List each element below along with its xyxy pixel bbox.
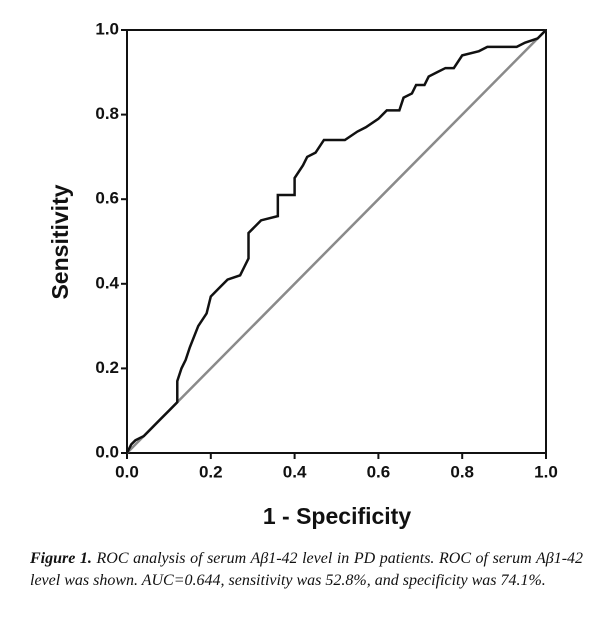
y-tick-label: 0.8 bbox=[95, 104, 119, 123]
y-tick-label: 0.6 bbox=[95, 189, 119, 208]
x-tick-label: 0.0 bbox=[115, 462, 139, 481]
x-tick-label: 0.8 bbox=[450, 462, 474, 481]
x-tick-label: 1.0 bbox=[534, 462, 558, 481]
roc-line bbox=[125, 29, 547, 454]
caption: Figure 1. ROC analysis of serum Aβ1-42 l… bbox=[30, 548, 583, 592]
y-tick-label: 1.0 bbox=[95, 19, 119, 38]
x-axis-title: 1 - Specificity bbox=[263, 503, 411, 529]
y-axis-title: Sensitivity bbox=[47, 184, 73, 299]
y-tick-label: 0.4 bbox=[95, 273, 119, 292]
x-tick-label: 0.6 bbox=[367, 462, 391, 481]
roc-line bbox=[126, 29, 547, 454]
caption-label: Figure 1. bbox=[30, 550, 92, 567]
y-tick-label: 0.0 bbox=[95, 442, 119, 461]
x-tick-label: 0.4 bbox=[283, 462, 307, 481]
caption-text: ROC analysis of serum Aβ1-42 level in PD… bbox=[30, 550, 584, 589]
x-tick-label: 0.2 bbox=[199, 462, 223, 481]
plot-frame bbox=[126, 29, 547, 454]
y-tick-label: 0.2 bbox=[95, 358, 119, 377]
chart: 1 - Specificity Sensitivity 0.0 0.2 0.4 0.6… bbox=[47, 19, 558, 529]
